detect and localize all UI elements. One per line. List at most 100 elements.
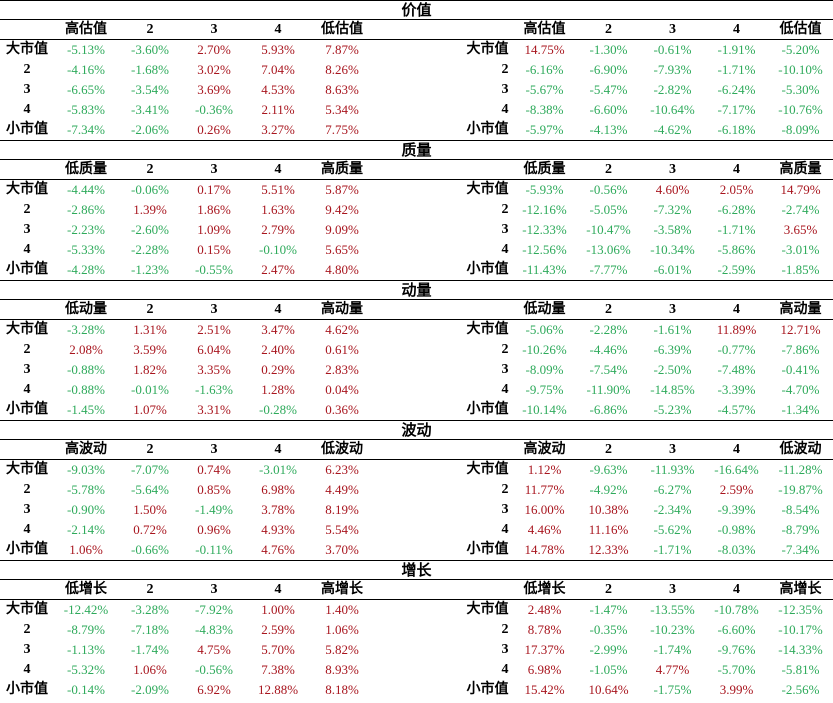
row-label: 4 (23, 102, 31, 117)
return-cell: 6.23% (325, 462, 359, 477)
table-row: 3 -2.23% -2.60% 1.09% 2.79% 9.09% (0, 220, 417, 240)
return-cell: 12.88% (257, 682, 299, 697)
column-header: 3 (210, 22, 218, 37)
return-cell: 1.07% (133, 402, 167, 417)
table-header-row: 低质量 2 3 4 高质量 (416, 160, 833, 180)
return-cell: -0.88% (67, 362, 105, 377)
table-row: 大市值 -9.03% -7.07% 0.74% -3.01% 6.23% (0, 460, 417, 480)
return-cell: -4.57% (717, 402, 756, 417)
return-cell: -1.47% (589, 602, 628, 617)
return-cell: 3.99% (719, 682, 754, 697)
column-header: 2 (605, 22, 612, 37)
table-row: 小市值 -11.43% -7.77% -6.01% -2.59% -1.85% (417, 260, 833, 280)
column-header: 3 (210, 582, 218, 597)
section-title: 动量 (0, 280, 833, 300)
return-cell: 8.93% (325, 662, 359, 677)
row-label: 3 (501, 362, 509, 377)
column-header: 高估值 (65, 22, 107, 37)
return-cell: -2.74% (781, 202, 820, 217)
return-cell: -5.67% (525, 82, 564, 97)
return-cell: -3.39% (717, 382, 756, 397)
return-cell: 1.28% (261, 382, 295, 397)
column-header: 低增长 (523, 582, 566, 597)
return-cell: 0.74% (197, 462, 231, 477)
return-cell: -10.23% (650, 622, 695, 637)
column-header: 低波动 (779, 442, 822, 457)
column-header: 2 (605, 442, 612, 457)
return-cell: 3.78% (261, 502, 295, 517)
return-cell: -11.90% (586, 382, 631, 397)
return-cell: -7.18% (131, 622, 169, 637)
return-cell: 7.75% (325, 122, 359, 137)
return-cell: 3.69% (197, 82, 231, 97)
row-label: 小市值 (6, 542, 48, 557)
row-label: 3 (501, 502, 509, 517)
return-cell: 6.98% (527, 662, 562, 677)
column-header: 低波动 (321, 442, 363, 457)
return-cell: 2.47% (261, 262, 295, 277)
return-cell: 1.06% (69, 542, 103, 557)
return-cell: -6.65% (67, 82, 105, 97)
column-header: 2 (605, 162, 612, 177)
return-cell: -7.17% (717, 102, 756, 117)
return-cell: -4.62% (653, 122, 692, 137)
column-header: 4 (733, 162, 740, 177)
return-cell: 2.48% (527, 602, 562, 617)
return-cell: -4.44% (67, 182, 105, 197)
return-cell: -4.92% (589, 482, 628, 497)
column-header: 2 (146, 22, 154, 37)
table-row: 小市值 14.78% 12.33% -1.71% -8.03% -7.34% (417, 540, 833, 560)
return-cell: -0.06% (131, 182, 169, 197)
return-cell: -10.34% (650, 242, 695, 257)
column-header: 3 (210, 302, 218, 317)
column-header: 高质量 (779, 162, 822, 177)
return-cell: -10.10% (778, 62, 823, 77)
return-cell: -6.39% (653, 342, 692, 357)
return-cell: 9.42% (325, 202, 359, 217)
return-cell: 5.65% (325, 242, 359, 257)
return-cell: 1.63% (261, 202, 295, 217)
table-row: 4 -2.14% 0.72% 0.96% 4.93% 5.54% (0, 520, 417, 540)
return-cell: 1.06% (133, 662, 167, 677)
return-cell: -0.11% (195, 542, 233, 557)
return-cell: 0.29% (261, 362, 295, 377)
table-row: 3 -8.09% -7.54% -2.50% -7.48% -0.41% (417, 360, 833, 380)
column-header: 高动量 (321, 302, 363, 317)
return-cell: -7.07% (131, 462, 169, 477)
column-header: 4 (274, 22, 282, 37)
return-cell: -2.34% (653, 502, 692, 517)
table-row: 小市值 -0.14% -2.09% 6.92% 12.88% 8.18% (0, 680, 417, 700)
row-label: 小市值 (6, 262, 48, 277)
return-cell: -6.60% (589, 102, 628, 117)
row-label: 小市值 (466, 542, 509, 557)
return-cell: 3.70% (325, 542, 359, 557)
column-header: 高质量 (321, 162, 363, 177)
column-header: 低质量 (65, 162, 107, 177)
right-return-table: 高波动 2 3 4 低波动 大市值 1.12% -9.63% -11.93% -16.64% -11… (416, 440, 833, 560)
row-label: 3 (23, 642, 31, 657)
return-cell: -5.23% (653, 402, 692, 417)
return-cell: -3.01% (259, 462, 297, 477)
column-header: 2 (605, 582, 612, 597)
return-cell: -12.33% (522, 222, 567, 237)
return-cell: -0.41% (781, 362, 820, 377)
return-cell: 14.79% (780, 182, 821, 197)
return-cell: 5.82% (325, 642, 359, 657)
return-cell: -1.85% (781, 262, 820, 277)
left-return-table: 低质量 2 3 4 高质量 大市值 -4.44% -0.06% 0.17% 5.51% 5.87% 2… (0, 160, 417, 280)
return-cell: -8.79% (781, 522, 820, 537)
table-row: 3 -1.13% -1.74% 4.75% 5.70% 5.82% (0, 640, 417, 660)
return-cell: -2.86% (67, 202, 105, 217)
row-label: 大市值 (466, 182, 509, 197)
header-corner (417, 440, 513, 459)
table-row: 3 -5.67% -5.47% -2.82% -6.24% -5.30% (417, 80, 833, 100)
return-cell: -19.87% (778, 482, 823, 497)
table-row: 小市值 1.06% -0.66% -0.11% 4.76% 3.70% (0, 540, 417, 560)
return-cell: -1.74% (131, 642, 169, 657)
column-header: 2 (146, 162, 154, 177)
header-corner (417, 160, 513, 179)
table-row: 大市值 -5.93% -0.56% 4.60% 2.05% 14.79% (417, 180, 833, 200)
section-tables: 低质量 2 3 4 高质量 大市值 -4.44% -0.06% 0.17% 5.51% 5.87% 2… (0, 160, 833, 280)
return-cell: 14.78% (524, 542, 565, 557)
return-cell: 16.00% (524, 502, 565, 517)
